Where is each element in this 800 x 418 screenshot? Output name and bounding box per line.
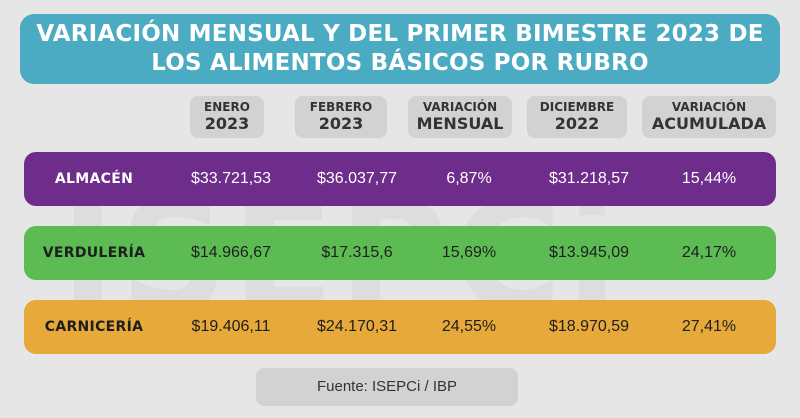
cell-variacion-mensual: 15,69% [441,244,497,261]
column-header-febrero-2023: FEBRERO 2023 [295,96,387,138]
column-header-line-2: 2023 [318,114,364,133]
cell-enero-2023: $33.721,53 [190,170,272,187]
cell-diciembre-2022: $31.218,57 [548,170,630,187]
title-line-1: VARIACIÓN MENSUAL Y DEL PRIMER BIMESTRE … [36,21,764,47]
cell-enero-2023: $14.966,67 [190,244,272,261]
column-header-line-2: MENSUAL [416,114,504,133]
title-line-2: LOS ALIMENTOS BÁSICOS POR RUBRO [151,50,649,76]
column-header-variacion-mensual: VARIACIÓN MENSUAL [408,96,512,138]
table-row-verduleria: VERDULERÍA $14.966,67 $17.315,6 15,69% $… [24,226,776,280]
column-header-line-2: ACUMULADA [651,114,767,133]
row-category: VERDULERÍA [42,245,146,261]
column-header-line-1: VARIACIÓN [671,100,747,114]
cell-variacion-acumulada: 24,17% [681,244,737,261]
column-header-line-2: 2023 [204,114,250,133]
cell-febrero-2023: $17.315,6 [321,244,393,261]
column-header-line-1: DICIEMBRE [539,100,615,114]
cell-variacion-mensual: 6,87% [446,170,492,187]
row-category: ALMACÉN [54,171,134,187]
column-header-line-2: 2022 [554,114,600,133]
cell-febrero-2023: $24.170,31 [316,318,398,335]
column-header-variacion-acumulada: VARIACIÓN ACUMULADA [642,96,776,138]
column-header-line-1: VARIACIÓN [422,100,498,114]
page-title: VARIACIÓN MENSUAL Y DEL PRIMER BIMESTRE … [20,14,780,84]
cell-diciembre-2022: $13.945,09 [548,244,630,261]
cell-enero-2023: $19.406,11 [191,318,271,335]
cell-variacion-acumulada: 15,44% [681,170,737,187]
row-category: CARNICERÍA [44,319,144,335]
column-header-line-1: ENERO [204,100,250,114]
cell-variacion-acumulada: 27,41% [681,318,737,335]
column-header-enero-2023: ENERO 2023 [190,96,264,138]
column-header-line-1: FEBRERO [309,100,373,114]
table-row-carniceria: CARNICERÍA $19.406,11 $24.170,31 24,55% … [24,300,776,354]
table-row-almacen: ALMACÉN $33.721,53 $36.037,77 6,87% $31.… [24,152,776,206]
source-footer: Fuente: ISEPCi / IBP [256,368,518,406]
cell-febrero-2023: $36.037,77 [316,170,398,187]
cell-variacion-mensual: 24,55% [441,318,497,335]
cell-diciembre-2022: $18.970,59 [548,318,630,335]
column-header-diciembre-2022: DICIEMBRE 2022 [527,96,627,138]
